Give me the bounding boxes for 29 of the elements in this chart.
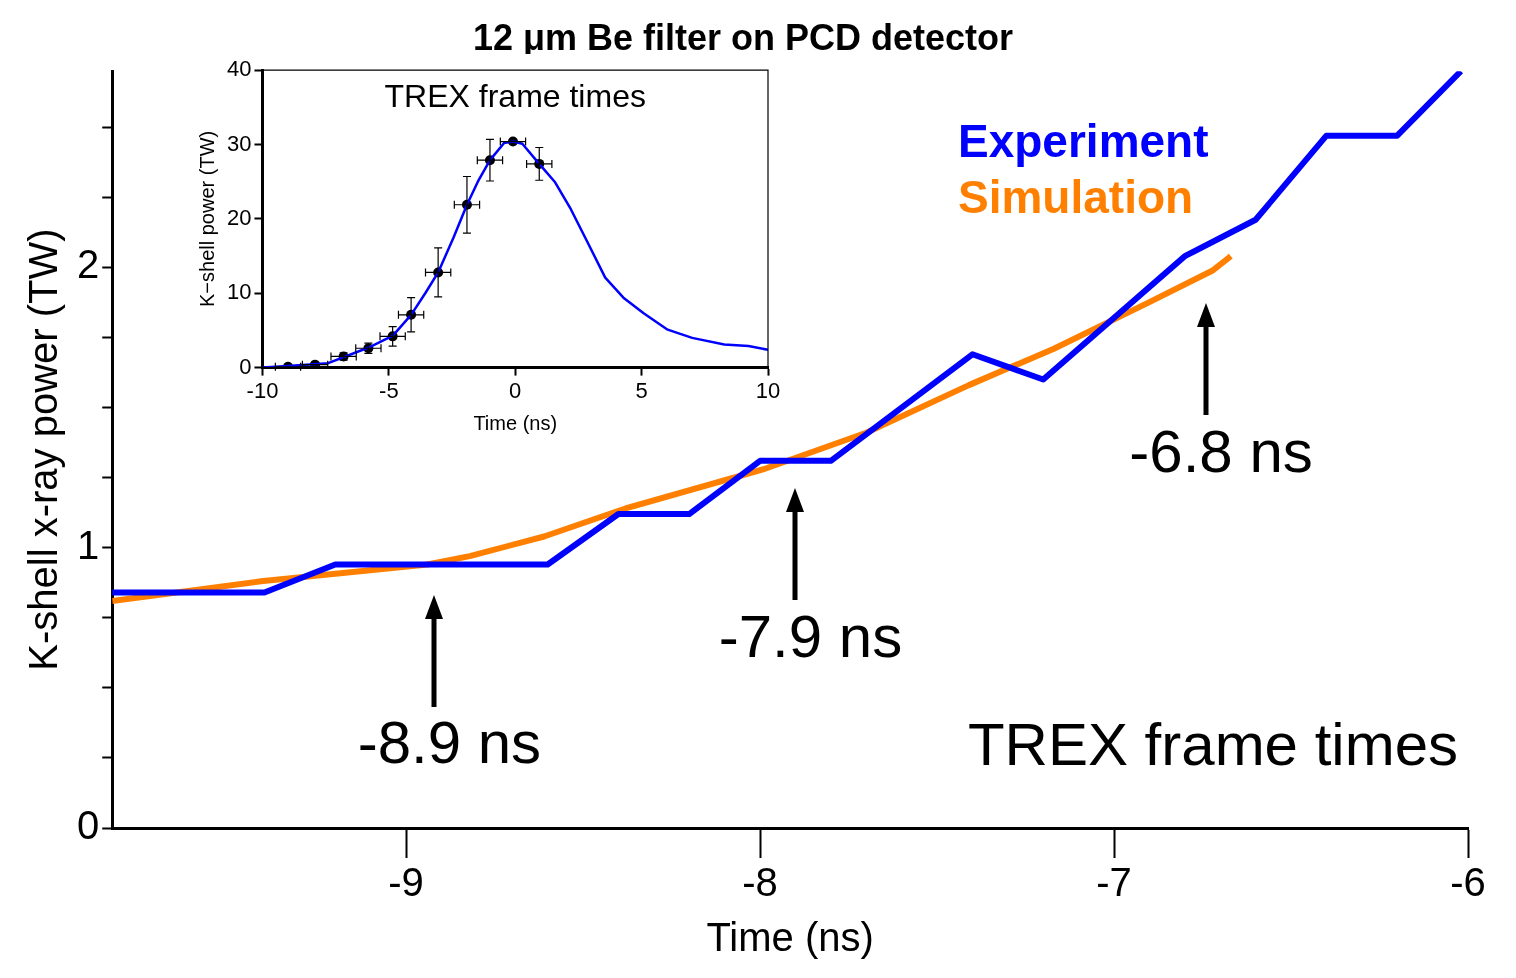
y-tick-label: 10: [226, 279, 252, 305]
x-tick-label: -9: [388, 860, 424, 905]
x-tick-label: -10: [246, 377, 279, 403]
annotation: -7.9 ns: [718, 602, 903, 670]
y-tick-label: 1: [77, 522, 100, 567]
chart-title: 12 μm Be filter on PCD detector: [472, 16, 1014, 58]
chart-title: TREX frame times: [384, 78, 646, 115]
annotation: TREX frame times: [967, 710, 1458, 778]
annotation: -6.8 ns: [1129, 417, 1313, 485]
x-tick-label: -5: [379, 377, 399, 403]
x-tick-label: -8: [742, 860, 778, 905]
x-axis-title: Time (ns): [706, 915, 874, 960]
series-label: Experiment: [958, 114, 1209, 167]
y-tick-label: 30: [226, 130, 252, 156]
series-label: Simulation: [958, 170, 1194, 223]
x-tick-label: 10: [755, 377, 781, 403]
y-tick-label: 2: [77, 242, 100, 287]
annotation: -8.9 ns: [357, 709, 542, 777]
x-tick-label: -6: [1450, 860, 1486, 905]
x-tick-label: -7: [1096, 860, 1132, 905]
y-tick-label: 20: [226, 204, 252, 230]
y-tick-label: 40: [226, 56, 252, 82]
x-tick-label: 0: [509, 377, 522, 403]
y-axis-title: K−shell power (TW): [195, 130, 218, 307]
x-axis-title: Time (ns): [473, 411, 558, 434]
y-tick-label: 0: [77, 803, 100, 848]
y-tick-label: 0: [239, 353, 252, 379]
y-axis-title: K-shell x-ray power (TW): [21, 228, 66, 671]
x-tick-label: 5: [635, 377, 648, 403]
